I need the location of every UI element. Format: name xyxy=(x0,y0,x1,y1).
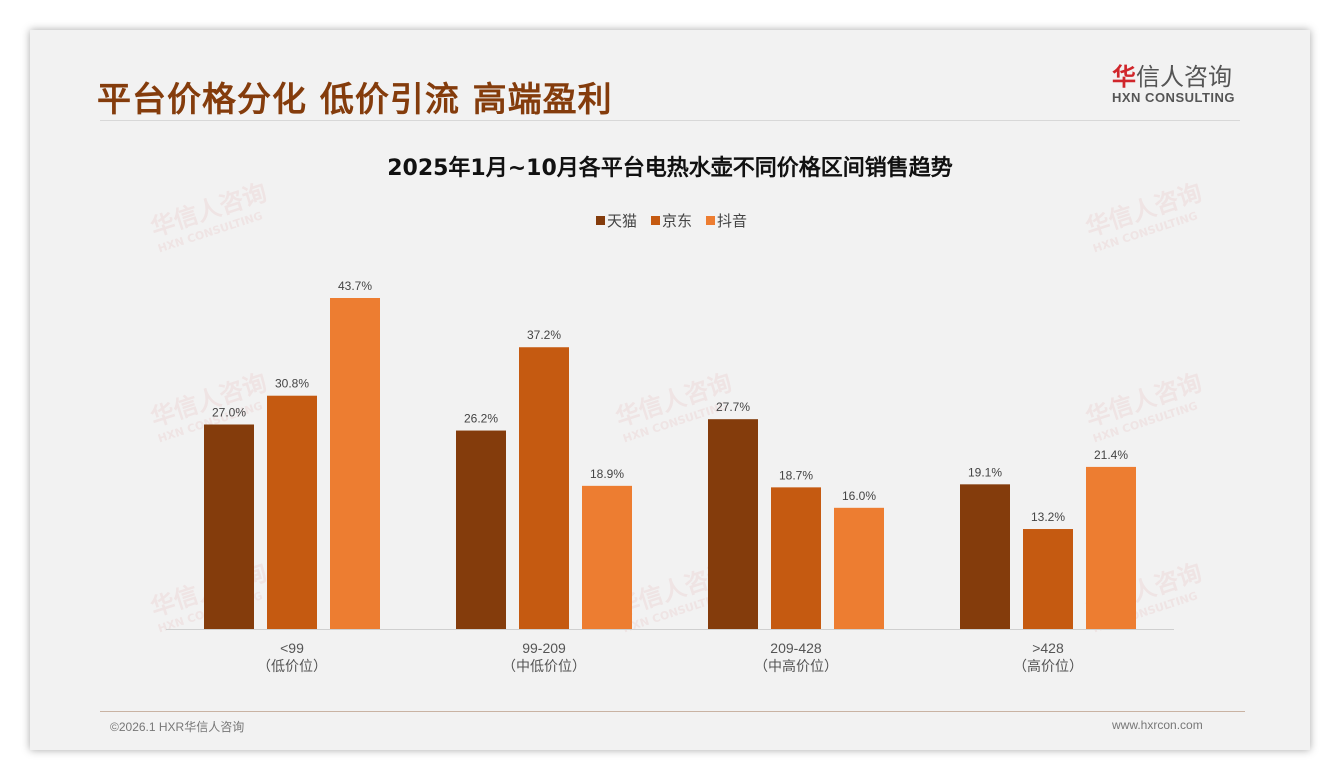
bar xyxy=(267,395,317,629)
bar xyxy=(960,484,1010,629)
data-label: 13.2% xyxy=(1031,510,1065,524)
data-label: 37.2% xyxy=(527,328,561,342)
category-sublabel: （中低价位） xyxy=(502,659,586,675)
footer-divider xyxy=(100,711,1245,712)
bar xyxy=(1086,466,1136,629)
bar xyxy=(330,298,380,629)
data-label: 16.0% xyxy=(842,489,876,503)
header-divider xyxy=(100,120,1240,121)
data-label: 30.8% xyxy=(275,377,309,391)
data-label: 27.7% xyxy=(716,400,750,414)
category-label: <99 xyxy=(280,640,304,656)
logo-subtext: HXN CONSULTING xyxy=(1112,90,1236,105)
bar xyxy=(582,485,632,629)
category-label: 209-428 xyxy=(770,640,822,656)
logo-mark: 华 xyxy=(1112,63,1136,91)
logo: 华信人咨询 HXN CONSULTING xyxy=(1112,64,1235,105)
bar xyxy=(519,347,569,629)
data-label: 26.2% xyxy=(464,412,498,426)
category-label: 99-209 xyxy=(522,640,566,656)
legend-label: 京东 xyxy=(662,212,692,230)
legend-swatch xyxy=(706,216,715,225)
bar xyxy=(834,507,884,629)
data-label: 18.7% xyxy=(779,468,813,482)
copyright: ©2026.1 HXR华信人咨询 xyxy=(110,720,245,734)
bar xyxy=(204,424,254,629)
bar xyxy=(1023,529,1073,629)
data-label: 43.7% xyxy=(338,279,372,293)
legend-swatch xyxy=(651,216,660,225)
legend-swatch xyxy=(596,216,605,225)
data-label: 18.9% xyxy=(590,467,624,481)
page-title: 平台价格分化 低价引流 高端盈利 xyxy=(97,80,613,120)
data-label: 19.1% xyxy=(968,465,1002,479)
chart-title: 2025年1月~10月各平台电热水壶不同价格区间销售趋势 xyxy=(387,155,953,181)
bar xyxy=(456,430,506,629)
legend-label: 天猫 xyxy=(607,212,637,230)
category-sublabel: （高价位） xyxy=(1013,658,1083,675)
data-label: 21.4% xyxy=(1094,448,1128,462)
bar xyxy=(771,487,821,629)
data-label: 27.0% xyxy=(212,405,246,419)
category-sublabel: （中高价位） xyxy=(754,658,838,675)
website-link: www.hxrcon.com xyxy=(1112,718,1203,732)
bar xyxy=(708,419,758,629)
legend-label: 抖音 xyxy=(717,212,747,230)
category-sublabel: （低价位） xyxy=(257,659,327,675)
category-label: >428 xyxy=(1032,640,1064,656)
logo-text: 信人咨询 xyxy=(1136,63,1232,91)
